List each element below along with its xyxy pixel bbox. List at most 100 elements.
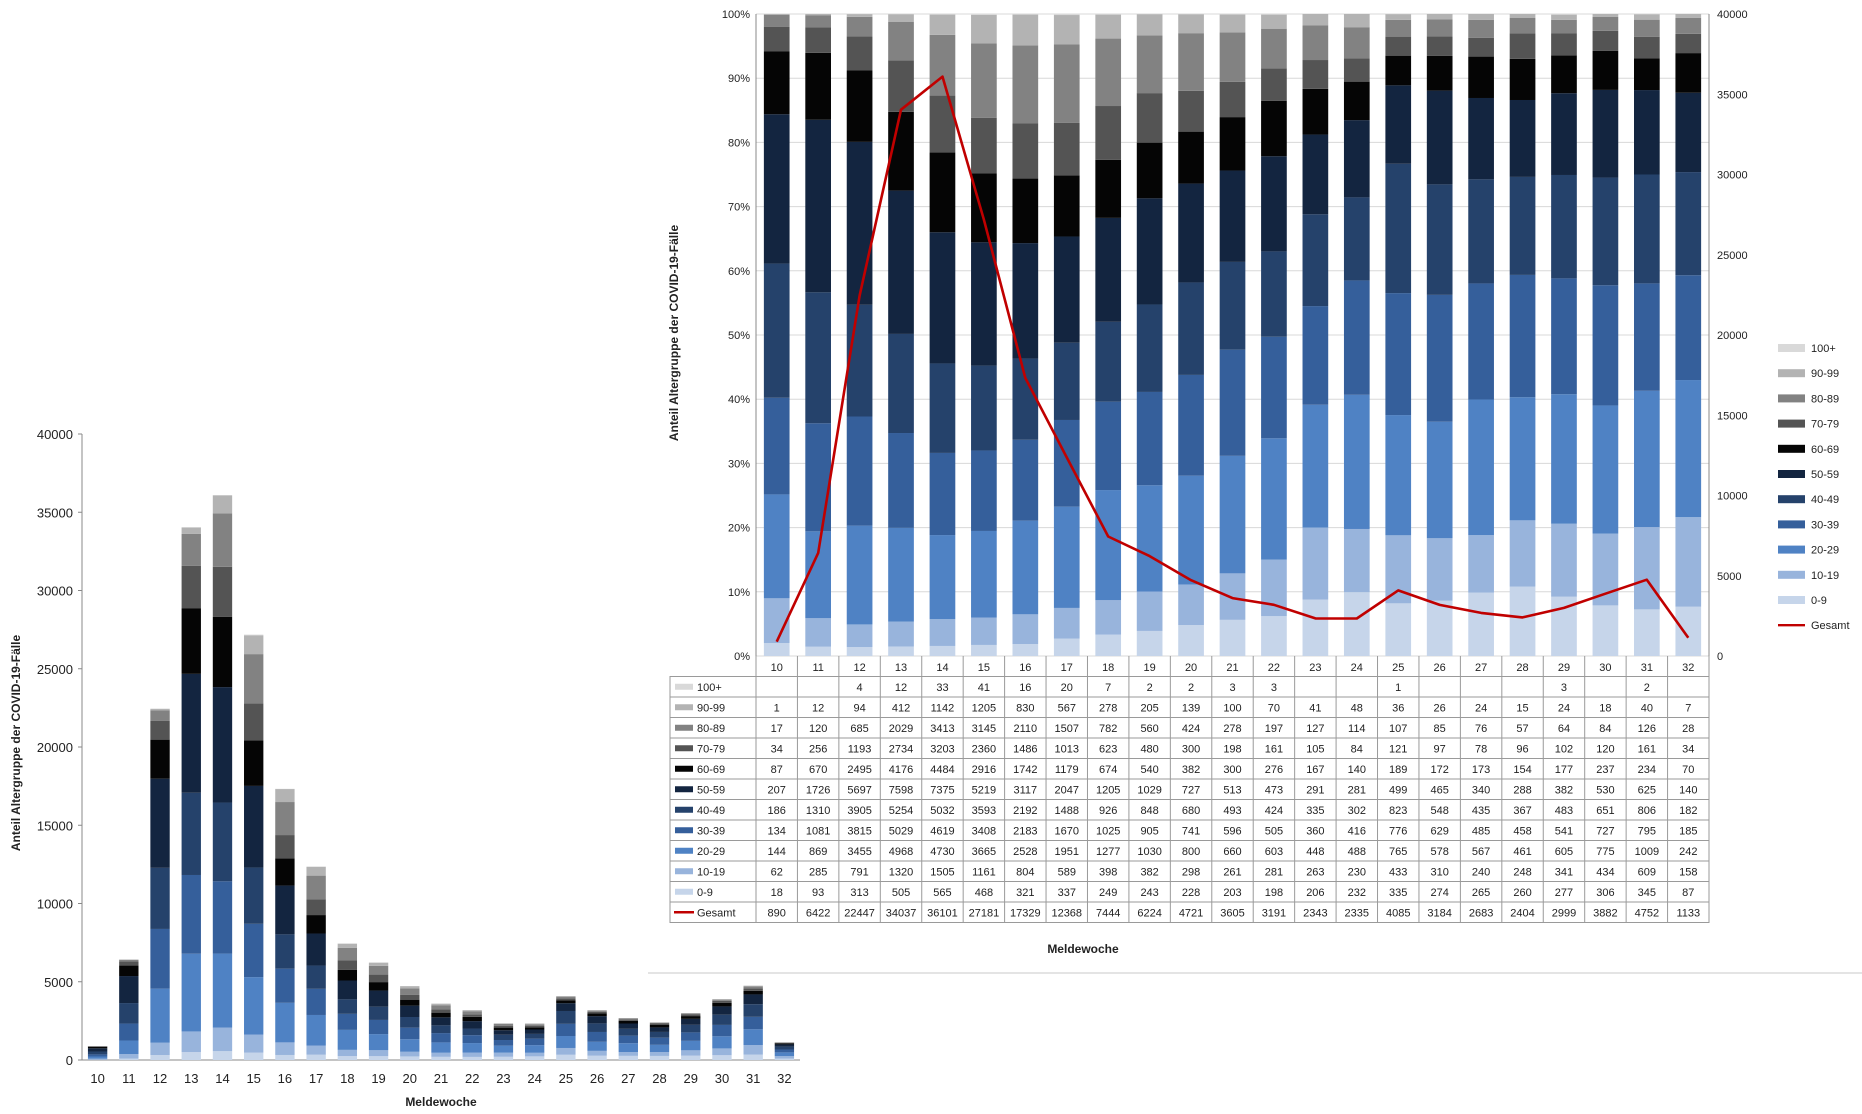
left-bar-segment <box>431 1033 451 1043</box>
left-bar-segment <box>181 608 201 674</box>
right-bar-segment <box>1012 14 1039 46</box>
table-cell: 461 <box>1513 846 1531 858</box>
table-cell: 800 <box>1182 846 1200 858</box>
left-bar-segment <box>618 1043 638 1053</box>
left-bar-segment <box>87 1056 108 1059</box>
table-cell: 70 <box>1682 764 1694 776</box>
right-bar-segment <box>929 14 956 35</box>
table-cell: 134 <box>768 825 786 837</box>
table-cell: 36 <box>1392 702 1404 714</box>
table-cell: 41 <box>978 682 990 694</box>
table-row-label: 70-79 <box>697 743 725 755</box>
table-cell: 93 <box>812 887 824 899</box>
left-bar-segment <box>244 635 264 655</box>
table-cell: 87 <box>771 764 783 776</box>
left-bar-segment <box>400 1005 420 1018</box>
left-bar-segment <box>181 874 201 954</box>
left-bar-segment <box>368 1050 389 1057</box>
table-cell: 76 <box>1475 723 1487 735</box>
table-cell: 1161 <box>972 866 996 878</box>
right-bar-segment <box>1219 81 1246 118</box>
left-bar-segment <box>181 533 201 566</box>
left-bar-segment <box>743 994 763 1005</box>
right-bar-segment <box>1053 607 1080 639</box>
right-bar-segment <box>1675 606 1702 656</box>
left-bar-segment <box>587 1013 607 1017</box>
left-bar-segment <box>649 1044 670 1053</box>
table-row-label: 60-69 <box>697 764 725 776</box>
legend-swatch <box>1778 419 1805 428</box>
left-bar-segment <box>306 915 326 934</box>
left-bar-segment <box>493 1052 514 1057</box>
right-bar-segment <box>1509 520 1536 587</box>
right-bar-segment <box>971 242 997 366</box>
left-bar-segment <box>337 1013 358 1030</box>
left-bar-segment <box>150 1042 170 1056</box>
right-bar-segment <box>846 647 873 656</box>
table-cell: 203 <box>1223 887 1241 899</box>
left-bar-segment <box>587 1041 607 1051</box>
table-cell: 3191 <box>1262 907 1286 919</box>
left-x-tick-label: 28 <box>652 1071 666 1086</box>
table-cell: 230 <box>1348 866 1366 878</box>
left-y-tick-label: 20000 <box>37 740 73 755</box>
table-cell: 97 <box>1434 743 1446 755</box>
table-cell: 5032 <box>930 805 954 817</box>
right-bar-segment <box>929 363 956 453</box>
table-cell: 680 <box>1182 805 1200 817</box>
table-cell: 1013 <box>1055 743 1079 755</box>
left-x-tick-label: 23 <box>496 1071 510 1086</box>
right-bar-segment <box>1302 306 1329 405</box>
table-cell: 291 <box>1306 784 1324 796</box>
table-row-swatch <box>675 847 693 854</box>
table-cell: 1009 <box>1635 846 1659 858</box>
left-bar-segment <box>493 1023 514 1026</box>
left-bar-segment <box>587 1031 607 1042</box>
right-x-tick-label: 11 <box>812 662 823 674</box>
left-y-tick-label: 5000 <box>44 975 73 990</box>
right-bar-segment <box>1468 56 1494 98</box>
table-row-label: 40-49 <box>697 805 725 817</box>
left-bar-segment <box>649 1023 670 1026</box>
left-bar-segment <box>712 1014 732 1025</box>
right-bar-segment <box>1675 17 1702 34</box>
left-bar-segment <box>212 1051 233 1060</box>
table-row-swatch <box>675 888 693 895</box>
right-bar-segment <box>1592 50 1619 90</box>
left-bar-segment <box>462 1011 482 1015</box>
right-bar-segment <box>1136 93 1163 143</box>
right-bar-segment <box>805 292 831 424</box>
right-y2-tick-label: 20000 <box>1717 330 1748 342</box>
table-cell: 804 <box>1016 866 1034 878</box>
left-bar-segment <box>618 1019 638 1021</box>
table-cell: 1505 <box>930 866 954 878</box>
table-cell: 4619 <box>930 825 954 837</box>
right-bar-segment <box>1509 586 1536 656</box>
left-x-tick-label: 14 <box>215 1071 229 1086</box>
right-x-tick-label: 16 <box>1019 662 1031 674</box>
legend-swatch <box>1778 369 1805 378</box>
right-bar-segment <box>1634 14 1660 20</box>
table-cell: 629 <box>1430 825 1448 837</box>
right-bar-segment <box>846 14 873 17</box>
right-bar-segment <box>1136 142 1163 199</box>
left-bar-segment <box>275 1002 295 1043</box>
right-bar-segment <box>1261 68 1287 101</box>
left-bar-segment <box>743 985 763 987</box>
table-cell: 198 <box>1223 743 1241 755</box>
table-row-label: 0-9 <box>697 887 713 899</box>
table-cell: 2916 <box>972 764 996 776</box>
left-bar-segment <box>524 1024 545 1026</box>
left-bar-segment <box>681 1032 701 1041</box>
right-bar-segment <box>805 646 831 656</box>
left-bar-segment <box>87 1046 108 1047</box>
left-y-tick-label: 10000 <box>37 897 73 912</box>
table-cell: 382 <box>1140 866 1158 878</box>
right-bar-segment <box>1426 90 1453 185</box>
left-bar-segment <box>431 1009 451 1013</box>
table-cell: 340 <box>1472 784 1490 796</box>
right-y2-tick-label: 15000 <box>1717 410 1748 422</box>
right-bar-segment <box>1675 172 1702 276</box>
left-x-tick-label: 18 <box>340 1071 354 1086</box>
table-cell: 1507 <box>1055 723 1079 735</box>
